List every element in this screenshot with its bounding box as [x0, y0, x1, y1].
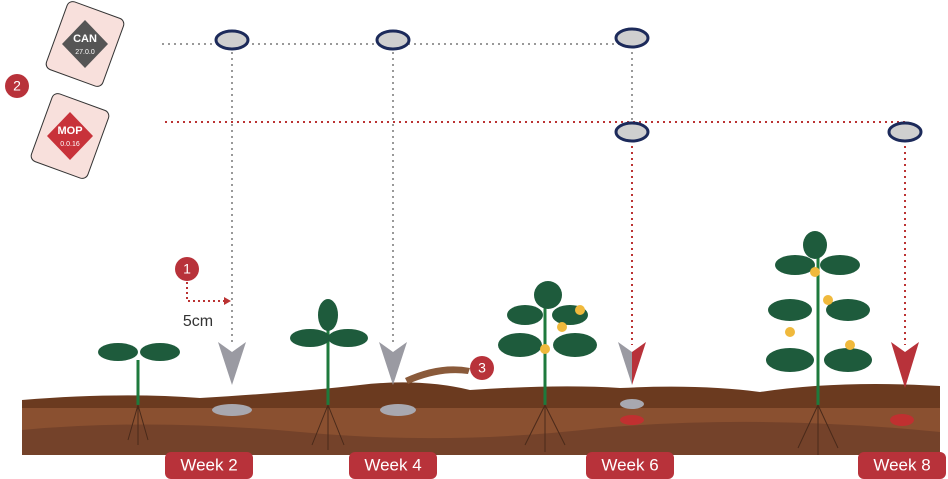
- fertilizer-diagram: CAN 27.0.0 MOP 0.0.16 1 2 3 5cm Week 2 W…: [0, 0, 948, 479]
- distance-arrow: [187, 282, 226, 301]
- bag-name: MOP: [57, 125, 82, 137]
- fertilizer-bowls: [216, 29, 921, 141]
- step-badge: 1: [183, 261, 191, 277]
- step-badge: 2: [13, 78, 21, 94]
- week-label: Week 8: [873, 455, 930, 474]
- bag-grade: 0.0.16: [60, 141, 80, 148]
- week-label: Week 4: [364, 455, 421, 474]
- week-label: Week 6: [601, 455, 658, 474]
- distance-label: 5cm: [183, 313, 213, 330]
- bag-name: CAN: [73, 33, 97, 45]
- step-badge: 3: [478, 360, 486, 376]
- week-label: Week 2: [180, 455, 237, 474]
- soil-tool: [405, 366, 470, 384]
- bag-grade: 27.0.0: [75, 49, 95, 56]
- can-bag: CAN 27.0.0: [44, 0, 125, 88]
- week-labels: Week 2 Week 4 Week 6 Week 8: [165, 452, 946, 479]
- distance-arrowhead: [224, 297, 231, 305]
- mop-bag: MOP 0.0.16: [29, 92, 110, 180]
- soil: [22, 382, 940, 455]
